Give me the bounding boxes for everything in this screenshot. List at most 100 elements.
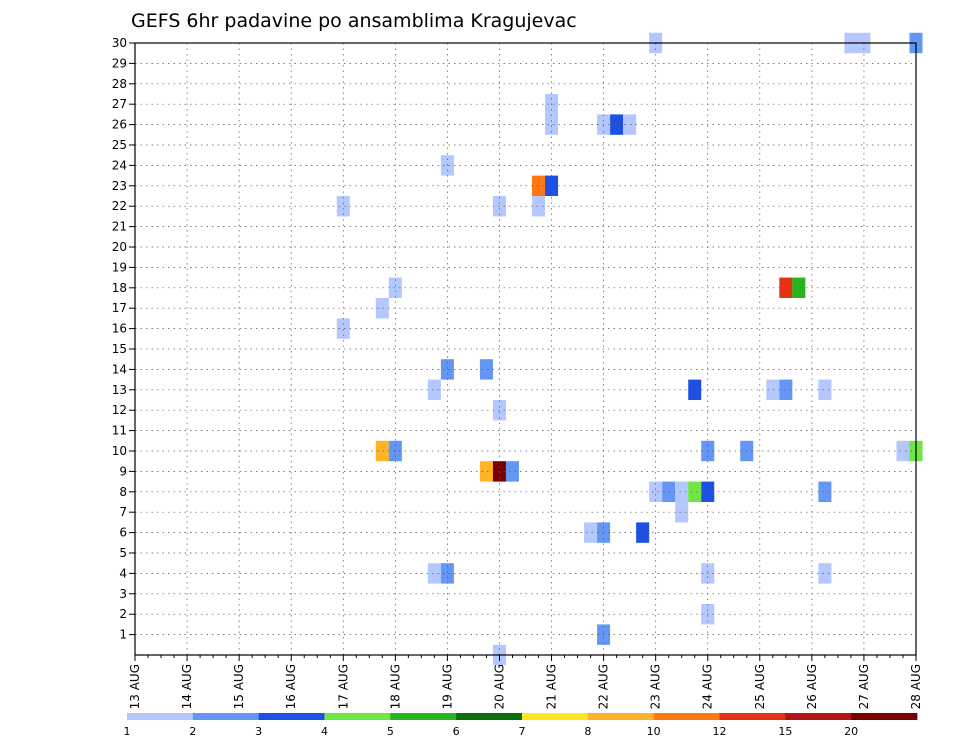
y-tick-label: 5: [119, 546, 127, 560]
precip-cell: [427, 379, 441, 400]
x-axis: 13 AUG 14 AUG 15 AUG 16 AUG 17 AUG 18 AUG 19 A…: [128, 655, 923, 709]
colorbar-swatch: [192, 713, 260, 720]
precip-cell: [818, 481, 832, 502]
precip-cell: [388, 277, 402, 298]
colorbar-label: 4: [321, 725, 328, 738]
colorbar-label: 6: [453, 725, 460, 738]
y-tick-label: 10: [112, 444, 127, 458]
x-tick-label: 13 AUG: [128, 664, 142, 709]
colorbar-swatch: [785, 713, 852, 720]
colorbar-swatch: [258, 713, 325, 720]
y-tick-label: 3: [119, 587, 127, 601]
precip-cell: [766, 379, 780, 400]
precip-cell: [545, 114, 559, 135]
y-tick-label: 25: [112, 138, 127, 152]
precip-cell: [818, 379, 832, 400]
x-tick-label: 24 AUG: [701, 664, 715, 709]
precip-cell: [688, 481, 702, 502]
y-tick-label: 30: [112, 36, 127, 50]
y-tick-label: 9: [119, 464, 127, 478]
y-tick-label: 4: [119, 566, 127, 580]
colorbar-label: 7: [519, 725, 526, 738]
colorbar-label: 2: [189, 725, 196, 738]
y-tick-label: 26: [112, 118, 127, 132]
precip-cell: [649, 481, 663, 502]
colorbar-swatch: [127, 713, 194, 720]
precip-cell: [427, 563, 441, 584]
colorbar-label: 8: [584, 725, 591, 738]
precip-cell: [336, 318, 350, 339]
colorbar-swatch: [390, 713, 457, 720]
precip-cell: [505, 461, 519, 482]
colorbar-label: 20: [844, 725, 858, 738]
y-tick-label: 17: [112, 301, 127, 315]
precip-cell: [675, 481, 689, 502]
y-axis: 1234567891011121314151617181920212223242…: [112, 36, 135, 642]
precip-cell: [440, 359, 454, 380]
precip-cell: [818, 563, 832, 584]
y-tick-label: 11: [112, 424, 127, 438]
y-tick-label: 2: [119, 607, 127, 621]
precip-cell: [375, 298, 389, 319]
y-tick-label: 16: [112, 322, 127, 336]
y-tick-label: 12: [112, 403, 127, 417]
precip-cell: [896, 440, 910, 462]
precip-cell: [532, 175, 546, 196]
colorbar-swatch: [851, 713, 918, 720]
colorbar-label: 5: [387, 725, 394, 738]
x-tick-label: 15 AUG: [232, 664, 246, 709]
colorbar-label: 3: [255, 725, 262, 738]
y-tick-label: 28: [112, 77, 127, 91]
y-tick-label: 29: [112, 56, 127, 70]
y-tick-label: 13: [112, 383, 127, 397]
y-tick-label: 27: [112, 97, 127, 111]
y-tick-label: 18: [112, 281, 127, 295]
precip-cell: [375, 440, 389, 462]
x-tick-label: 14 AUG: [180, 664, 194, 709]
y-tick-label: 23: [112, 179, 127, 193]
x-tick-label: 18 AUG: [388, 664, 402, 709]
precip-cell: [479, 461, 493, 482]
x-tick-label: 25 AUG: [753, 664, 767, 709]
x-tick-label: 17 AUG: [336, 664, 350, 709]
y-tick-label: 15: [112, 342, 127, 356]
x-tick-label: 23 AUG: [649, 664, 663, 709]
y-tick-label: 22: [112, 199, 127, 213]
precip-cell: [675, 502, 689, 523]
colorbar-label: 1: [124, 725, 131, 738]
precip-cell: [636, 522, 650, 543]
x-tick-label: 27 AUG: [857, 664, 871, 709]
precip-cell: [623, 114, 637, 135]
y-tick-label: 21: [112, 220, 127, 234]
precip-cell: [610, 114, 624, 135]
colorbar-swatch: [324, 713, 391, 720]
colorbar-label: 12: [713, 725, 727, 738]
y-tick-label: 24: [112, 158, 127, 172]
y-tick-label: 19: [112, 260, 127, 274]
colorbar-label: 10: [647, 725, 661, 738]
precip-cell: [688, 379, 702, 400]
x-tick-label: 19 AUG: [440, 664, 454, 709]
colorbar-swatch: [587, 713, 655, 720]
colorbar-label: 15: [778, 725, 792, 738]
grid-lines: [135, 42, 916, 655]
x-tick-label: 20 AUG: [492, 664, 506, 709]
colorbar-legend: 1 2 3 4 5 6 7 8 10 12 15 20: [124, 713, 918, 738]
precip-cell: [584, 522, 598, 543]
y-tick-label: 20: [112, 240, 127, 254]
precip-cell: [792, 277, 806, 298]
y-tick-label: 6: [119, 526, 127, 540]
precip-cell: [440, 563, 454, 584]
precip-cell: [545, 175, 559, 196]
precip-cell: [779, 379, 793, 400]
precip-cell: [479, 359, 493, 380]
precip-cell: [532, 196, 546, 217]
y-tick-label: 14: [112, 362, 127, 376]
y-tick-label: 1: [119, 628, 127, 642]
x-tick-label: 21 AUG: [545, 664, 559, 709]
precip-cell: [779, 277, 793, 298]
colorbar-swatch: [522, 713, 589, 720]
x-tick-label: 26 AUG: [805, 664, 819, 709]
x-tick-label: 16 AUG: [284, 664, 298, 709]
